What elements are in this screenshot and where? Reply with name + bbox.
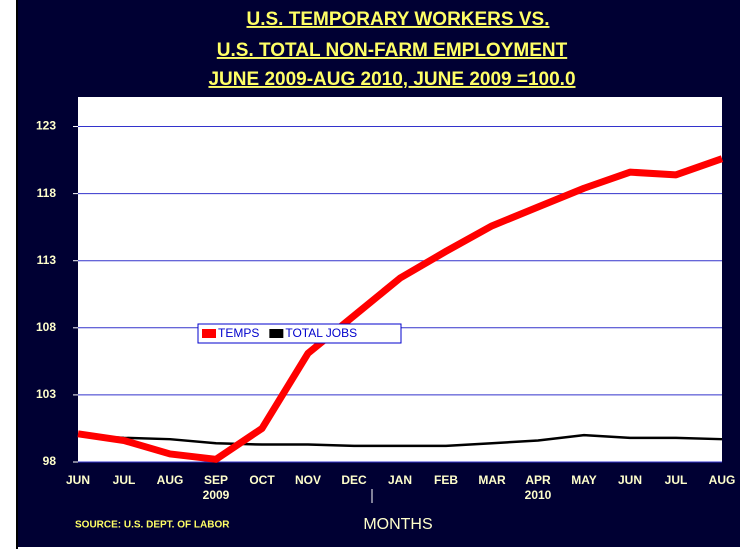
x-tick-label: APR [525,473,551,487]
year-label: 2009 [203,488,230,502]
x-tick-label: FEB [434,473,458,487]
chart-title: U.S. TOTAL NON-FARM EMPLOYMENT [217,40,568,61]
chart-title: U.S. TEMPORARY WORKERS VS. [247,9,550,30]
x-tick-label: JUL [665,473,688,487]
legend-label: TEMPS [218,326,259,340]
series-line [77,155,724,463]
legend-swatch [269,329,284,338]
y-tick-label: 118 [37,186,57,200]
chart-title: JUNE 2009-AUG 2010, JUNE 2009 =100.0 [208,69,575,90]
y-tick-label: 98 [43,454,57,468]
x-axis-label: MONTHS [363,516,432,533]
legend-box [197,323,402,344]
x-tick-label: JUN [618,473,642,487]
x-tick-label: JUN [66,473,90,487]
x-tick-label: NOV [295,473,321,487]
y-tick-label: 123 [36,119,56,133]
source: SOURCE: U.S. DEPT. OF LABOR [75,520,230,531]
legend-swatch [202,329,216,338]
series-line [77,433,723,448]
x-tick-label: SEP [204,473,228,487]
x-tick-label: AUG [709,473,736,487]
x-tick-label: JUL [113,473,136,487]
legend-label: TOTAL JOBS [285,326,357,340]
y-tick-label: 113 [37,253,57,267]
x-tick-label: DEC [341,473,367,487]
x-tick-label: AUG [157,473,184,487]
y-tick-label: 103 [36,387,56,401]
year-label: 2010 [525,488,552,502]
x-tick-label: MAY [571,473,597,487]
y-tick-label: 108 [36,320,56,334]
x-tick-label: OCT [249,473,275,487]
x-tick-label: JAN [388,473,412,487]
x-tick-label: MAR [478,473,506,487]
